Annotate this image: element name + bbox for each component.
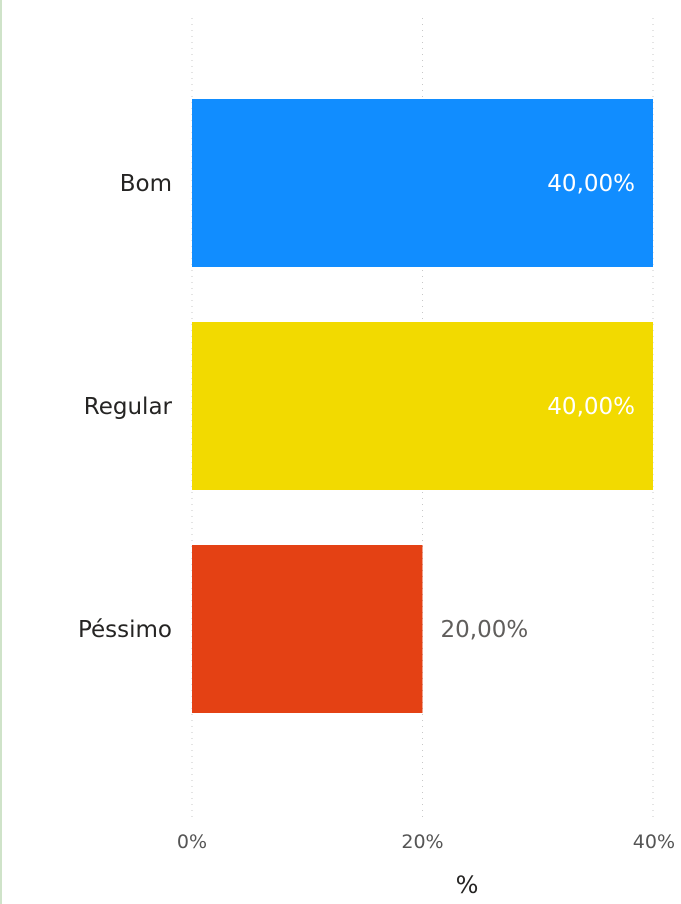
x-tick-label-0: 0% (177, 831, 207, 853)
category-label-0: Bom (120, 171, 172, 197)
bar-0[interactable] (192, 99, 653, 267)
x-axis-ticks: 0% 20% 40% (177, 831, 675, 853)
data-labels: 40,00% 40,00% 20,00% (441, 171, 636, 643)
bar-2[interactable] (192, 545, 423, 713)
category-label-2: Péssimo (78, 617, 172, 643)
x-axis-title: % (456, 871, 479, 899)
x-tick-label-1: 20% (401, 831, 443, 853)
data-label-1: 40,00% (547, 394, 635, 420)
bar-1[interactable] (192, 322, 653, 490)
data-label-2: 20,00% (441, 617, 529, 643)
category-label-1: Regular (84, 394, 173, 420)
data-label-0: 40,00% (547, 171, 635, 197)
category-labels: Bom Regular Péssimo (78, 171, 173, 643)
x-tick-label-2: 40% (633, 831, 675, 853)
bars (192, 99, 653, 713)
